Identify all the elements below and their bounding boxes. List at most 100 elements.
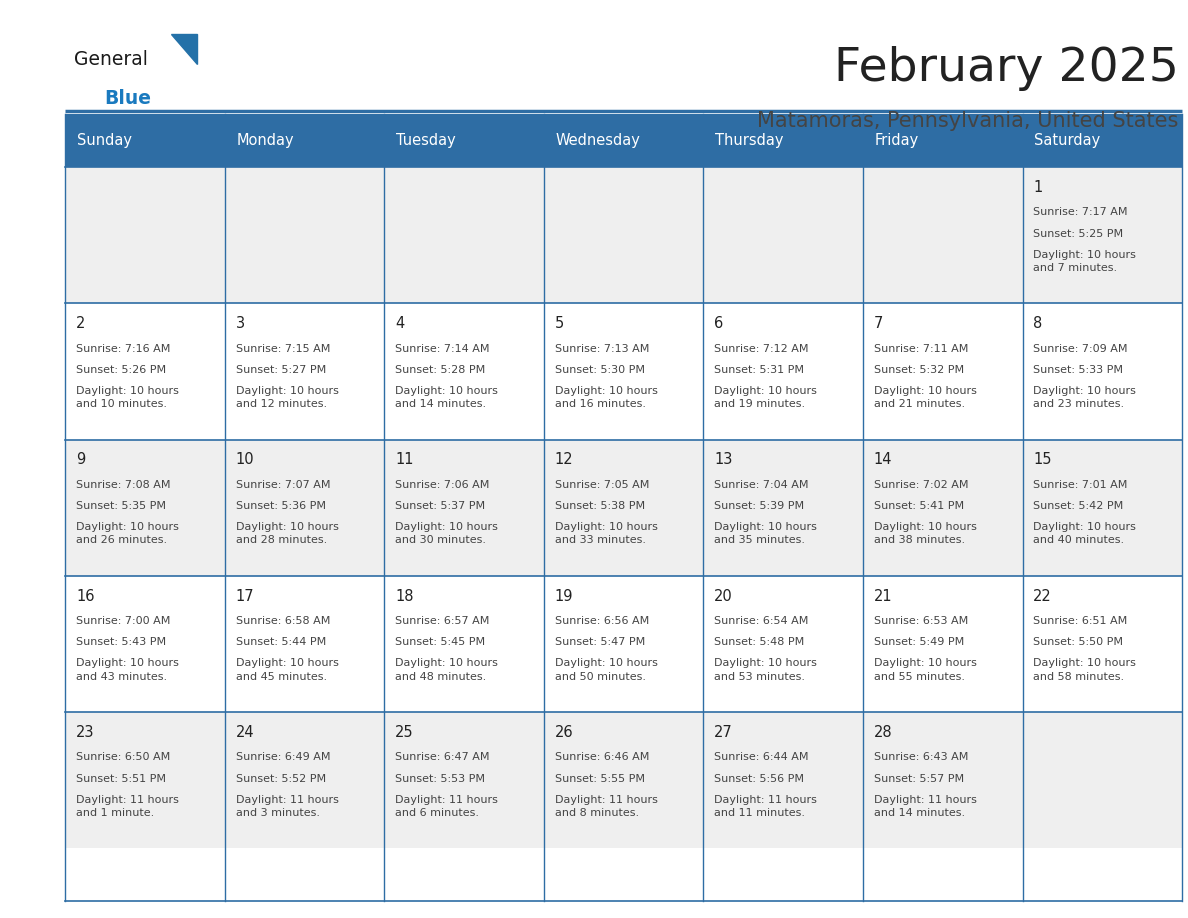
FancyBboxPatch shape [65, 303, 225, 440]
Text: Sunset: 5:32 PM: Sunset: 5:32 PM [873, 364, 963, 375]
Text: 27: 27 [714, 725, 733, 740]
Text: Sunrise: 7:13 AM: Sunrise: 7:13 AM [555, 343, 649, 353]
Text: 16: 16 [76, 588, 95, 604]
FancyBboxPatch shape [385, 576, 544, 712]
FancyBboxPatch shape [225, 440, 385, 576]
Text: 17: 17 [235, 588, 254, 604]
Text: Daylight: 11 hours
and 11 minutes.: Daylight: 11 hours and 11 minutes. [714, 795, 817, 818]
Text: 20: 20 [714, 588, 733, 604]
Text: 24: 24 [235, 725, 254, 740]
Text: Sunset: 5:30 PM: Sunset: 5:30 PM [555, 364, 645, 375]
FancyBboxPatch shape [544, 114, 703, 167]
Text: Daylight: 11 hours
and 3 minutes.: Daylight: 11 hours and 3 minutes. [235, 795, 339, 818]
Text: Sunrise: 6:56 AM: Sunrise: 6:56 AM [555, 616, 649, 626]
Text: 10: 10 [235, 453, 254, 467]
Text: 28: 28 [873, 725, 892, 740]
Text: Sunset: 5:52 PM: Sunset: 5:52 PM [235, 774, 326, 783]
Text: Daylight: 10 hours
and 35 minutes.: Daylight: 10 hours and 35 minutes. [714, 522, 817, 545]
Text: Daylight: 10 hours
and 33 minutes.: Daylight: 10 hours and 33 minutes. [555, 522, 657, 545]
FancyBboxPatch shape [65, 167, 225, 303]
Text: Sunrise: 6:43 AM: Sunrise: 6:43 AM [873, 753, 968, 762]
Text: Sunset: 5:39 PM: Sunset: 5:39 PM [714, 501, 804, 511]
Text: 3: 3 [235, 316, 245, 331]
FancyBboxPatch shape [225, 576, 385, 712]
Text: 9: 9 [76, 453, 86, 467]
Text: Sunset: 5:37 PM: Sunset: 5:37 PM [396, 501, 485, 511]
Text: Daylight: 10 hours
and 10 minutes.: Daylight: 10 hours and 10 minutes. [76, 386, 179, 409]
Text: Daylight: 10 hours
and 43 minutes.: Daylight: 10 hours and 43 minutes. [76, 658, 179, 681]
Text: Daylight: 10 hours
and 12 minutes.: Daylight: 10 hours and 12 minutes. [235, 386, 339, 409]
Text: Sunset: 5:25 PM: Sunset: 5:25 PM [1034, 229, 1124, 239]
Text: Sunrise: 7:08 AM: Sunrise: 7:08 AM [76, 480, 171, 490]
Text: Daylight: 10 hours
and 28 minutes.: Daylight: 10 hours and 28 minutes. [235, 522, 339, 545]
Text: 14: 14 [873, 453, 892, 467]
FancyBboxPatch shape [544, 576, 703, 712]
Text: Sunset: 5:38 PM: Sunset: 5:38 PM [555, 501, 645, 511]
Text: Sunrise: 7:00 AM: Sunrise: 7:00 AM [76, 616, 170, 626]
Text: Daylight: 10 hours
and 53 minutes.: Daylight: 10 hours and 53 minutes. [714, 658, 817, 681]
Text: Daylight: 10 hours
and 7 minutes.: Daylight: 10 hours and 7 minutes. [1034, 250, 1136, 273]
FancyBboxPatch shape [225, 167, 385, 303]
Text: Sunrise: 6:58 AM: Sunrise: 6:58 AM [235, 616, 330, 626]
Text: Sunrise: 7:11 AM: Sunrise: 7:11 AM [873, 343, 968, 353]
Text: 6: 6 [714, 316, 723, 331]
FancyBboxPatch shape [703, 576, 862, 712]
Text: 1: 1 [1034, 180, 1043, 195]
Text: 18: 18 [396, 588, 413, 604]
Text: Daylight: 10 hours
and 45 minutes.: Daylight: 10 hours and 45 minutes. [235, 658, 339, 681]
Text: 25: 25 [396, 725, 413, 740]
FancyBboxPatch shape [703, 167, 862, 303]
Text: 11: 11 [396, 453, 413, 467]
Text: 4: 4 [396, 316, 404, 331]
Text: Daylight: 10 hours
and 48 minutes.: Daylight: 10 hours and 48 minutes. [396, 658, 498, 681]
Text: Sunrise: 7:09 AM: Sunrise: 7:09 AM [1034, 343, 1127, 353]
FancyBboxPatch shape [65, 576, 225, 712]
Text: Sunset: 5:35 PM: Sunset: 5:35 PM [76, 501, 166, 511]
Text: Wednesday: Wednesday [556, 133, 640, 148]
FancyBboxPatch shape [862, 167, 1023, 303]
Text: 7: 7 [873, 316, 883, 331]
FancyBboxPatch shape [385, 440, 544, 576]
Text: Sunset: 5:28 PM: Sunset: 5:28 PM [396, 364, 486, 375]
FancyBboxPatch shape [1023, 114, 1182, 167]
Text: Sunset: 5:48 PM: Sunset: 5:48 PM [714, 637, 804, 647]
Text: Daylight: 10 hours
and 23 minutes.: Daylight: 10 hours and 23 minutes. [1034, 386, 1136, 409]
Text: 8: 8 [1034, 316, 1043, 331]
Text: Sunset: 5:43 PM: Sunset: 5:43 PM [76, 637, 166, 647]
FancyBboxPatch shape [225, 712, 385, 848]
Text: Matamoras, Pennsylvania, United States: Matamoras, Pennsylvania, United States [757, 111, 1178, 131]
Text: Daylight: 10 hours
and 19 minutes.: Daylight: 10 hours and 19 minutes. [714, 386, 817, 409]
Text: Sunrise: 6:57 AM: Sunrise: 6:57 AM [396, 616, 489, 626]
Text: 12: 12 [555, 453, 574, 467]
Text: 5: 5 [555, 316, 564, 331]
Text: Daylight: 10 hours
and 16 minutes.: Daylight: 10 hours and 16 minutes. [555, 386, 657, 409]
Text: Sunset: 5:36 PM: Sunset: 5:36 PM [235, 501, 326, 511]
Text: Daylight: 10 hours
and 50 minutes.: Daylight: 10 hours and 50 minutes. [555, 658, 657, 681]
Text: Monday: Monday [236, 133, 295, 148]
Text: Sunset: 5:50 PM: Sunset: 5:50 PM [1034, 637, 1123, 647]
FancyBboxPatch shape [1023, 440, 1182, 576]
FancyBboxPatch shape [225, 114, 385, 167]
FancyBboxPatch shape [544, 167, 703, 303]
FancyBboxPatch shape [544, 440, 703, 576]
Text: Sunset: 5:41 PM: Sunset: 5:41 PM [873, 501, 963, 511]
Polygon shape [171, 34, 197, 64]
Text: Daylight: 10 hours
and 30 minutes.: Daylight: 10 hours and 30 minutes. [396, 522, 498, 545]
Text: 2: 2 [76, 316, 86, 331]
Text: Daylight: 11 hours
and 8 minutes.: Daylight: 11 hours and 8 minutes. [555, 795, 657, 818]
Text: Daylight: 11 hours
and 14 minutes.: Daylight: 11 hours and 14 minutes. [873, 795, 977, 818]
Text: Sunrise: 7:01 AM: Sunrise: 7:01 AM [1034, 480, 1127, 490]
Text: Daylight: 10 hours
and 40 minutes.: Daylight: 10 hours and 40 minutes. [1034, 522, 1136, 545]
FancyBboxPatch shape [703, 303, 862, 440]
Text: Friday: Friday [874, 133, 920, 148]
Text: Sunrise: 6:54 AM: Sunrise: 6:54 AM [714, 616, 809, 626]
Text: Daylight: 10 hours
and 26 minutes.: Daylight: 10 hours and 26 minutes. [76, 522, 179, 545]
FancyBboxPatch shape [385, 303, 544, 440]
FancyBboxPatch shape [1023, 576, 1182, 712]
FancyBboxPatch shape [225, 303, 385, 440]
Text: Sunrise: 7:16 AM: Sunrise: 7:16 AM [76, 343, 170, 353]
Text: Sunset: 5:31 PM: Sunset: 5:31 PM [714, 364, 804, 375]
Text: Saturday: Saturday [1035, 133, 1100, 148]
FancyBboxPatch shape [862, 114, 1023, 167]
Text: Sunrise: 6:47 AM: Sunrise: 6:47 AM [396, 753, 489, 762]
